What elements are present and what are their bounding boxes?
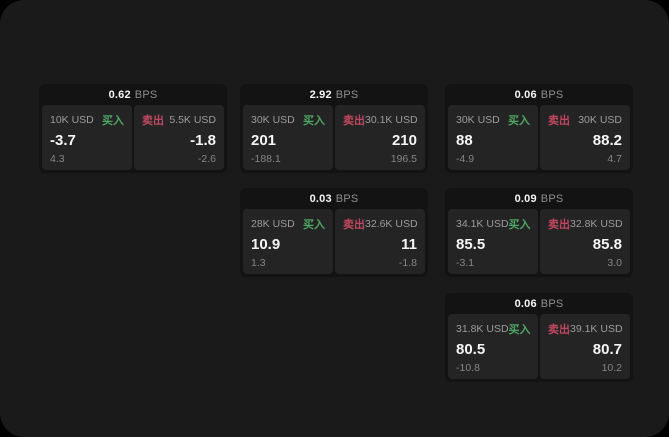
sell-size-label: 5.5K USD xyxy=(169,114,216,126)
buy-size-label: 28K USD xyxy=(251,218,295,230)
sell-size-label: 39.1K USD xyxy=(570,323,623,335)
sell-change-value: 10.2 xyxy=(601,361,622,374)
buy-change-value: -3.1 xyxy=(456,256,475,269)
quote-panels: 10K USD 买入 -3.7 4.3 卖出 5.5K USD -1.8 -2.… xyxy=(39,105,227,173)
buy-side-button[interactable]: 买入 xyxy=(508,115,530,127)
sell-side-button[interactable]: 卖出 xyxy=(343,219,365,231)
sell-price-value: 85.8 xyxy=(592,236,622,254)
sell-side-button[interactable]: 卖出 xyxy=(343,115,365,127)
sell-side-button[interactable]: 卖出 xyxy=(142,115,164,127)
buy-price-value: 80.5 xyxy=(456,341,486,359)
buy-price-value: 85.5 xyxy=(456,236,486,254)
bps-unit-label: BPS xyxy=(540,297,564,310)
bps-unit-label: BPS xyxy=(335,88,359,101)
sell-quote-panel[interactable]: 卖出 39.1K USD 80.7 10.2 xyxy=(540,314,630,379)
buy-change-value: 1.3 xyxy=(251,256,266,269)
sell-quote-panel[interactable]: 卖出 30K USD 88.2 4.7 xyxy=(540,105,630,170)
buy-price-value: 88 xyxy=(456,132,473,150)
sell-quote-panel[interactable]: 卖出 32.8K USD 85.8 3.0 xyxy=(540,209,630,274)
buy-quote-panel[interactable]: 30K USD 买入 88 -4.9 xyxy=(448,105,538,170)
sell-change-value: 196.5 xyxy=(390,152,417,165)
quote-panels: 31.8K USD 买入 80.5 -10.8 卖出 39.1K USD 80.… xyxy=(445,314,633,382)
sell-side-button[interactable]: 卖出 xyxy=(548,324,570,336)
buy-quote-panel[interactable]: 31.8K USD 买入 80.5 -10.8 xyxy=(448,314,538,379)
sell-quote-panel[interactable]: 卖出 32.6K USD 11 -1.8 xyxy=(335,209,425,274)
buy-quote-panel[interactable]: 28K USD 买入 10.9 1.3 xyxy=(243,209,333,274)
buy-change-value: -188.1 xyxy=(251,152,281,165)
sell-change-value: -2.6 xyxy=(197,152,216,165)
buy-side-button[interactable]: 买入 xyxy=(508,219,531,231)
quote-panels: 28K USD 买入 10.9 1.3 卖出 32.6K USD 11 -1.8 xyxy=(240,209,428,277)
bps-value: 0.06 xyxy=(514,297,537,310)
bps-unit-label: BPS xyxy=(540,88,564,101)
bps-header: 0.06 BPS xyxy=(445,84,633,105)
sell-price-value: 88.2 xyxy=(592,132,622,150)
sell-side-button[interactable]: 卖出 xyxy=(548,115,570,127)
sell-price-value: 210 xyxy=(391,132,417,150)
quote-panels: 30K USD 买入 201 -188.1 卖出 30.1K USD 210 1… xyxy=(240,105,428,173)
sell-size-label: 32.8K USD xyxy=(570,218,623,230)
bps-value: 0.06 xyxy=(514,88,537,101)
buy-size-label: 31.8K USD xyxy=(456,323,509,335)
buy-price-value: 201 xyxy=(251,132,277,150)
buy-change-value: -4.9 xyxy=(456,152,475,165)
buy-side-button[interactable]: 买入 xyxy=(508,324,531,336)
sell-change-value: 3.0 xyxy=(607,256,622,269)
quote-panels: 34.1K USD 买入 85.5 -3.1 卖出 32.8K USD 85.8… xyxy=(445,209,633,277)
bps-header: 2.92 BPS xyxy=(240,84,428,105)
buy-price-value: -3.7 xyxy=(50,132,76,150)
buy-size-label: 30K USD xyxy=(456,114,500,126)
sell-quote-panel[interactable]: 卖出 5.5K USD -1.8 -2.6 xyxy=(134,105,224,170)
quote-panels: 30K USD 买入 88 -4.9 卖出 30K USD 88.2 4.7 xyxy=(445,105,633,173)
bps-spread-card: 0.09 BPS 34.1K USD 买入 85.5 -3.1 卖出 32.8K… xyxy=(445,188,633,277)
buy-size-label: 34.1K USD xyxy=(456,218,509,230)
sell-size-label: 30.1K USD xyxy=(365,114,418,126)
bps-spread-card: 0.06 BPS 30K USD 买入 88 -4.9 卖出 30K USD xyxy=(445,84,633,173)
buy-price-value: 10.9 xyxy=(251,236,281,254)
buy-side-button[interactable]: 买入 xyxy=(102,115,124,127)
bps-spread-card: 2.92 BPS 30K USD 买入 201 -188.1 卖出 30.1K … xyxy=(240,84,428,173)
bps-unit-label: BPS xyxy=(134,88,158,101)
bps-value: 0.62 xyxy=(108,88,131,101)
bps-unit-label: BPS xyxy=(540,192,564,205)
bps-value: 0.09 xyxy=(514,192,537,205)
bps-header: 0.06 BPS xyxy=(445,293,633,314)
bps-spread-card: 0.06 BPS 31.8K USD 买入 80.5 -10.8 卖出 39.1… xyxy=(445,293,633,382)
sell-quote-panel[interactable]: 卖出 30.1K USD 210 196.5 xyxy=(335,105,425,170)
buy-side-button[interactable]: 买入 xyxy=(303,115,325,127)
bps-unit-label: BPS xyxy=(335,192,359,205)
bps-value: 0.03 xyxy=(309,192,332,205)
buy-side-button[interactable]: 买入 xyxy=(303,219,325,231)
sell-change-value: -1.8 xyxy=(398,256,417,269)
sell-change-value: 4.7 xyxy=(607,152,622,165)
buy-quote-panel[interactable]: 10K USD 买入 -3.7 4.3 xyxy=(42,105,132,170)
sell-price-value: -1.8 xyxy=(190,132,216,150)
bps-spread-card: 0.03 BPS 28K USD 买入 10.9 1.3 卖出 32.6K US… xyxy=(240,188,428,277)
sell-side-button[interactable]: 卖出 xyxy=(548,219,570,231)
bps-header: 0.09 BPS xyxy=(445,188,633,209)
buy-change-value: -10.8 xyxy=(456,361,480,374)
buy-size-label: 10K USD xyxy=(50,114,94,126)
buy-quote-panel[interactable]: 34.1K USD 买入 85.5 -3.1 xyxy=(448,209,538,274)
bps-value: 2.92 xyxy=(309,88,332,101)
buy-size-label: 30K USD xyxy=(251,114,295,126)
sell-size-label: 32.6K USD xyxy=(365,218,418,230)
bps-spread-card: 0.62 BPS 10K USD 买入 -3.7 4.3 卖出 5.5K USD xyxy=(39,84,227,173)
bps-header: 0.62 BPS xyxy=(39,84,227,105)
bps-header: 0.03 BPS xyxy=(240,188,428,209)
sell-size-label: 30K USD xyxy=(578,114,622,126)
sell-price-value: 11 xyxy=(401,236,417,254)
buy-quote-panel[interactable]: 30K USD 买入 201 -188.1 xyxy=(243,105,333,170)
sell-price-value: 80.7 xyxy=(592,341,622,359)
buy-change-value: 4.3 xyxy=(50,152,65,165)
